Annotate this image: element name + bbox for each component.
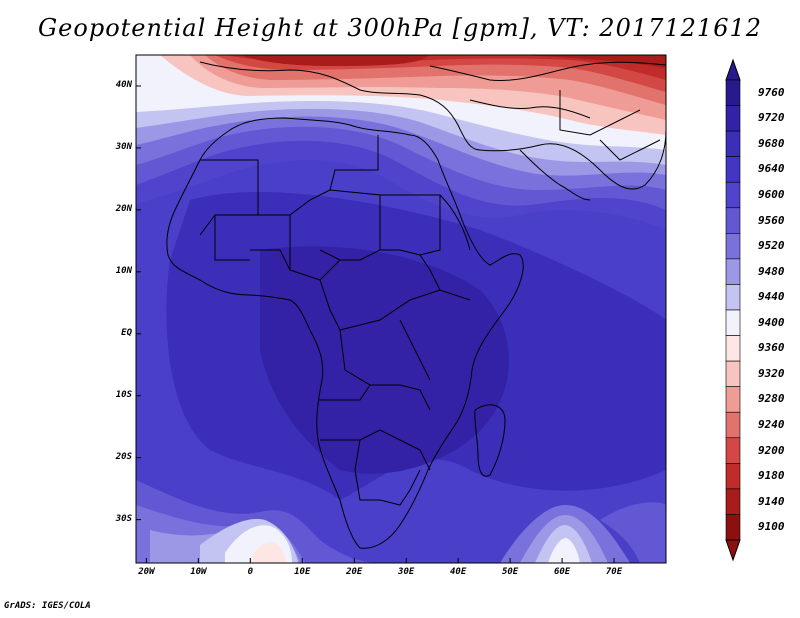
colorbar-segment — [725, 514, 741, 541]
colorbar-label: 9240 — [758, 418, 785, 431]
colorbar-segment — [725, 463, 741, 490]
lat-label: 20N — [115, 203, 132, 214]
lat-label: 10S — [115, 389, 132, 400]
colorbar-segment — [725, 488, 741, 515]
coastlines — [166, 61, 666, 549]
colorbar-segment — [725, 79, 741, 106]
lat-label: 10N — [115, 265, 132, 276]
lon-label: 60E — [553, 567, 571, 577]
colorbar-label: 9480 — [758, 264, 785, 278]
colorbar-label: 9760 — [758, 85, 785, 99]
colorbar-label: 9280 — [758, 392, 785, 406]
colorbar-segment — [725, 386, 741, 413]
colorbar-segment — [725, 207, 741, 234]
colorbar-label: 9720 — [758, 111, 785, 125]
colorbar-label: 9560 — [758, 213, 785, 227]
lon-label: 10W — [190, 567, 207, 577]
lat-label: 30N — [115, 141, 132, 152]
colorbar-label: 9680 — [758, 136, 785, 150]
colorbar-label: 9200 — [758, 443, 785, 457]
colorbar-label: 9440 — [758, 290, 785, 304]
colorbar-label: 9180 — [758, 469, 785, 483]
colorbar-segment — [725, 258, 741, 285]
colorbar-max-arrow — [725, 58, 741, 81]
colorbar-segment — [725, 309, 741, 336]
grads-credit: GrADS: IGES/COLA — [4, 601, 91, 611]
colorbar-segment — [725, 156, 741, 183]
lon-label: 10E — [294, 567, 311, 577]
colorbar-segment — [725, 181, 741, 209]
lon-label: 50E — [501, 567, 519, 577]
lon-label: 20E — [346, 567, 363, 577]
colorbar-segment — [725, 335, 741, 362]
colorbar-segment — [725, 105, 741, 132]
colorbar-label: 9100 — [758, 520, 785, 534]
lat-label: EQ — [121, 327, 132, 338]
colorbar-label: 9640 — [758, 162, 785, 176]
lon-label: 30E — [398, 567, 415, 577]
colorbar-segment — [725, 411, 741, 439]
lat-label: 40N — [115, 79, 132, 90]
height-field — [136, 55, 666, 563]
lon-label: 70E — [605, 567, 623, 577]
colorbar-label: 9360 — [758, 341, 785, 355]
lat-label: 20S — [115, 451, 132, 462]
colorbar-segment — [725, 284, 741, 311]
colorbar-min-arrow — [725, 539, 741, 562]
colorbar-label: 9520 — [758, 239, 785, 253]
colorbar-label: 9320 — [758, 366, 785, 380]
colorbar-segment — [725, 437, 741, 464]
colorbar-segment — [725, 233, 741, 260]
colorbar-segment — [725, 360, 741, 387]
lon-label: 40E — [450, 567, 467, 577]
colorbar-label: 9600 — [758, 188, 785, 201]
map-title: Geopotential Height at 300hPa [gpm], VT:… — [38, 14, 762, 42]
lon-label: 0 — [247, 567, 254, 577]
lon-label: 20W — [138, 567, 155, 577]
colorbar-label: 9140 — [758, 494, 785, 508]
lat-label: 30S — [115, 513, 132, 524]
colorbar-segment — [725, 130, 741, 157]
colorbar-label: 9400 — [758, 315, 785, 329]
